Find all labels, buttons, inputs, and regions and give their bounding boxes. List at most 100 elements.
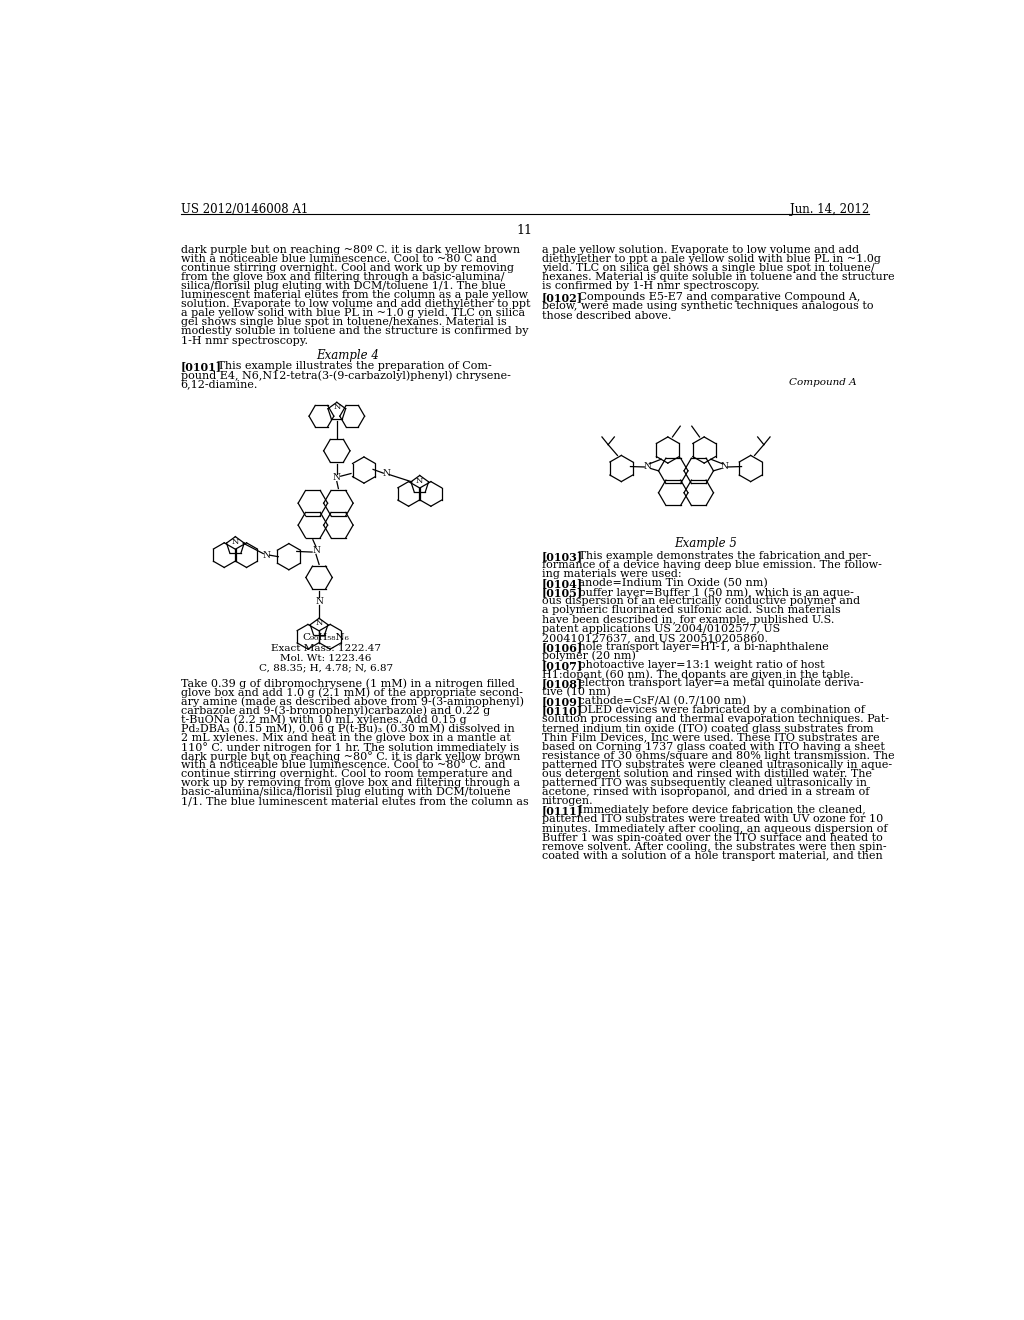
Text: from the glove box and filtering through a basic-alumina/: from the glove box and filtering through… <box>180 272 504 282</box>
Text: N: N <box>312 546 319 554</box>
Text: Buffer 1 was spin-coated over the ITO surface and heated to: Buffer 1 was spin-coated over the ITO su… <box>542 833 883 842</box>
Text: ous detergent solution and rinsed with distilled water. The: ous detergent solution and rinsed with d… <box>542 770 871 779</box>
Text: a pale yellow solid with blue PL in ~1.0 g yield. TLC on silica: a pale yellow solid with blue PL in ~1.0… <box>180 309 525 318</box>
Text: [0111]: [0111] <box>542 805 583 816</box>
Text: basic-alumina/silica/florisil plug eluting with DCM/toluene: basic-alumina/silica/florisil plug eluti… <box>180 787 510 797</box>
Text: solution. Evaporate to low volume and add diethylether to ppt: solution. Evaporate to low volume and ad… <box>180 300 530 309</box>
Text: work up by removing from glove box and filtering through a: work up by removing from glove box and f… <box>180 777 520 788</box>
Text: patterned ITO was subsequently cleaned ultrasonically in: patterned ITO was subsequently cleaned u… <box>542 777 867 788</box>
Text: N: N <box>333 474 341 482</box>
Text: resistance of 30 ohms/square and 80% light transmission. The: resistance of 30 ohms/square and 80% lig… <box>542 751 895 760</box>
Text: dark purple but on reaching ~80° C. it is dark yellow brown: dark purple but on reaching ~80° C. it i… <box>180 751 520 762</box>
Text: those described above.: those described above. <box>542 310 671 321</box>
Text: a pale yellow solution. Evaporate to low volume and add: a pale yellow solution. Evaporate to low… <box>542 244 859 255</box>
Text: pound E4, N6,N12-tetra(3-(9-carbazolyl)phenyl) chrysene-: pound E4, N6,N12-tetra(3-(9-carbazolyl)p… <box>180 371 511 381</box>
Text: N: N <box>383 469 390 478</box>
Text: 1/1. The blue luminescent material elutes from the column as: 1/1. The blue luminescent material elute… <box>180 796 528 807</box>
Text: N: N <box>231 537 239 545</box>
Text: Mol. Wt: 1223.46: Mol. Wt: 1223.46 <box>280 653 372 663</box>
Text: Example 5: Example 5 <box>674 537 737 550</box>
Text: 11: 11 <box>517 224 532 236</box>
Text: electron transport layer=a metal quinolate deriva-: electron transport layer=a metal quinola… <box>567 678 863 688</box>
Text: N: N <box>315 597 323 606</box>
Text: C₉₀H₅₈N₆: C₉₀H₅₈N₆ <box>302 634 349 643</box>
Text: ing materials were used:: ing materials were used: <box>542 569 682 579</box>
Text: N: N <box>315 619 323 627</box>
Text: solution processing and thermal evaporation techniques. Pat-: solution processing and thermal evaporat… <box>542 714 889 725</box>
Text: [0101]: [0101] <box>180 362 222 372</box>
Text: Compounds E5-E7 and comparative Compound A,: Compounds E5-E7 and comparative Compound… <box>567 293 860 302</box>
Text: N: N <box>644 462 651 471</box>
Text: patterned ITO substrates were treated with UV ozone for 10: patterned ITO substrates were treated wi… <box>542 814 883 825</box>
Text: photoactive layer=13:1 weight ratio of host: photoactive layer=13:1 weight ratio of h… <box>567 660 824 671</box>
Text: luminescent material elutes from the column as a pale yellow: luminescent material elutes from the col… <box>180 290 527 300</box>
Text: polymer (20 nm): polymer (20 nm) <box>542 651 636 661</box>
Text: Compound A: Compound A <box>788 378 856 387</box>
Text: cathode=CsF/Al (0.7/100 nm): cathode=CsF/Al (0.7/100 nm) <box>567 697 745 706</box>
Text: N: N <box>721 462 728 471</box>
Text: remove solvent. After cooling, the substrates were then spin-: remove solvent. After cooling, the subst… <box>542 842 887 851</box>
Text: buffer layer=Buffer 1 (50 nm), which is an aque-: buffer layer=Buffer 1 (50 nm), which is … <box>567 587 854 598</box>
Text: patterned ITO substrates were cleaned ultrasonically in aque-: patterned ITO substrates were cleaned ul… <box>542 760 892 770</box>
Text: hexanes. Material is quite soluble in toluene and the structure: hexanes. Material is quite soluble in to… <box>542 272 895 282</box>
Text: Example 4: Example 4 <box>316 350 380 362</box>
Text: silica/florisil plug eluting with DCM/toluene 1/1. The blue: silica/florisil plug eluting with DCM/to… <box>180 281 506 290</box>
Text: This example illustrates the preparation of Com-: This example illustrates the preparation… <box>207 362 492 371</box>
Text: based on Corning 1737 glass coated with ITO having a sheet: based on Corning 1737 glass coated with … <box>542 742 885 752</box>
Text: N: N <box>262 550 270 560</box>
Text: C, 88.35; H, 4.78; N, 6.87: C, 88.35; H, 4.78; N, 6.87 <box>259 664 392 672</box>
Text: Immediately before device fabrication the cleaned,: Immediately before device fabrication th… <box>567 805 865 816</box>
Text: H1:dopant (60 nm). The dopants are given in the table.: H1:dopant (60 nm). The dopants are given… <box>542 669 853 680</box>
Text: [0105]: [0105] <box>542 587 583 598</box>
Text: below, were made using synthetic techniques analogous to: below, were made using synthetic techniq… <box>542 301 873 312</box>
Text: minutes. Immediately after cooling, an aqueous dispersion of: minutes. Immediately after cooling, an a… <box>542 824 888 833</box>
Text: terned indium tin oxide (ITO) coated glass substrates from: terned indium tin oxide (ITO) coated gla… <box>542 723 873 734</box>
Text: 2 mL xylenes. Mix and heat in the glove box in a mantle at: 2 mL xylenes. Mix and heat in the glove … <box>180 733 510 743</box>
Text: Pd₂DBA₃ (0.15 mM), 0.06 g P(t-Bu)₃ (0.30 mM) dissolved in: Pd₂DBA₃ (0.15 mM), 0.06 g P(t-Bu)₃ (0.30… <box>180 723 514 734</box>
Text: have been described in, for example, published U.S.: have been described in, for example, pub… <box>542 615 835 624</box>
Text: is confirmed by 1-H nmr spectroscopy.: is confirmed by 1-H nmr spectroscopy. <box>542 281 760 290</box>
Text: yield. TLC on silica gel shows a single blue spot in toluene/: yield. TLC on silica gel shows a single … <box>542 263 874 273</box>
Text: Jun. 14, 2012: Jun. 14, 2012 <box>790 203 869 216</box>
Text: US 2012/0146008 A1: US 2012/0146008 A1 <box>180 203 308 216</box>
Text: continue stirring overnight. Cool to room temperature and: continue stirring overnight. Cool to roo… <box>180 770 512 779</box>
Text: carbazole and 9-(3-bromophenyl)carbazole) and 0.22 g: carbazole and 9-(3-bromophenyl)carbazole… <box>180 705 489 715</box>
Text: diethylether to ppt a pale yellow solid with blue PL in ~1.0g: diethylether to ppt a pale yellow solid … <box>542 253 881 264</box>
Text: ary amine (made as described above from 9-(3-aminophenyl): ary amine (made as described above from … <box>180 697 523 708</box>
Text: [0106]: [0106] <box>542 642 583 653</box>
Text: gel shows single blue spot in toluene/hexanes. Material is: gel shows single blue spot in toluene/he… <box>180 317 507 327</box>
Text: [0108]: [0108] <box>542 678 583 689</box>
Text: modestly soluble in toluene and the structure is confirmed by: modestly soluble in toluene and the stru… <box>180 326 528 337</box>
Text: 1-H nmr spectroscopy.: 1-H nmr spectroscopy. <box>180 335 307 346</box>
Text: [0103]: [0103] <box>542 550 583 562</box>
Text: patent applications US 2004/0102577, US: patent applications US 2004/0102577, US <box>542 623 780 634</box>
Text: acetone, rinsed with isopropanol, and dried in a stream of: acetone, rinsed with isopropanol, and dr… <box>542 787 869 797</box>
Text: [0102]: [0102] <box>542 293 583 304</box>
Text: 110° C. under nitrogen for 1 hr. The solution immediately is: 110° C. under nitrogen for 1 hr. The sol… <box>180 742 519 752</box>
Text: [0109]: [0109] <box>542 697 583 708</box>
Text: Take 0.39 g of dibromochrysene (1 mM) in a nitrogen filled: Take 0.39 g of dibromochrysene (1 mM) in… <box>180 678 515 689</box>
Text: hole transport layer=HT-1, a bi-naphthalene: hole transport layer=HT-1, a bi-naphthal… <box>567 642 828 652</box>
Text: Exact Mass: 1222.47: Exact Mass: 1222.47 <box>270 644 381 652</box>
Text: This example demonstrates the fabrication and per-: This example demonstrates the fabricatio… <box>567 550 870 561</box>
Text: coated with a solution of a hole transport material, and then: coated with a solution of a hole transpo… <box>542 851 883 861</box>
Text: 6,12-diamine.: 6,12-diamine. <box>180 380 258 389</box>
Text: with a noticeable blue luminescence. Cool to ~80 C and: with a noticeable blue luminescence. Coo… <box>180 253 497 264</box>
Text: tive (10 nm): tive (10 nm) <box>542 688 610 697</box>
Text: OLED devices were fabricated by a combination of: OLED devices were fabricated by a combin… <box>567 705 864 715</box>
Text: [0107]: [0107] <box>542 660 583 671</box>
Text: formance of a device having deep blue emission. The follow-: formance of a device having deep blue em… <box>542 560 882 570</box>
Text: continue stirring overnight. Cool and work up by removing: continue stirring overnight. Cool and wo… <box>180 263 514 273</box>
Text: N: N <box>333 404 341 412</box>
Text: [0104]: [0104] <box>542 578 583 589</box>
Text: ous dispersion of an electrically conductive polymer and: ous dispersion of an electrically conduc… <box>542 597 860 606</box>
Text: with a noticeable blue luminescence. Cool to ~80° C. and: with a noticeable blue luminescence. Coo… <box>180 760 505 770</box>
Text: Thin Film Devices, Inc were used. These ITO substrates are: Thin Film Devices, Inc were used. These … <box>542 733 880 743</box>
Text: 200410127637, and US 200510205860.: 200410127637, and US 200510205860. <box>542 632 768 643</box>
Text: a polymeric fluorinated sulfonic acid. Such materials: a polymeric fluorinated sulfonic acid. S… <box>542 606 841 615</box>
Text: nitrogen.: nitrogen. <box>542 796 594 807</box>
Text: t-BuONa (2.2 mM) with 10 mL xylenes. Add 0.15 g: t-BuONa (2.2 mM) with 10 mL xylenes. Add… <box>180 714 466 725</box>
Text: dark purple but on reaching ~80º C. it is dark yellow brown: dark purple but on reaching ~80º C. it i… <box>180 244 520 255</box>
Text: anode=Indium Tin Oxide (50 nm): anode=Indium Tin Oxide (50 nm) <box>567 578 767 589</box>
Text: N: N <box>416 477 424 484</box>
